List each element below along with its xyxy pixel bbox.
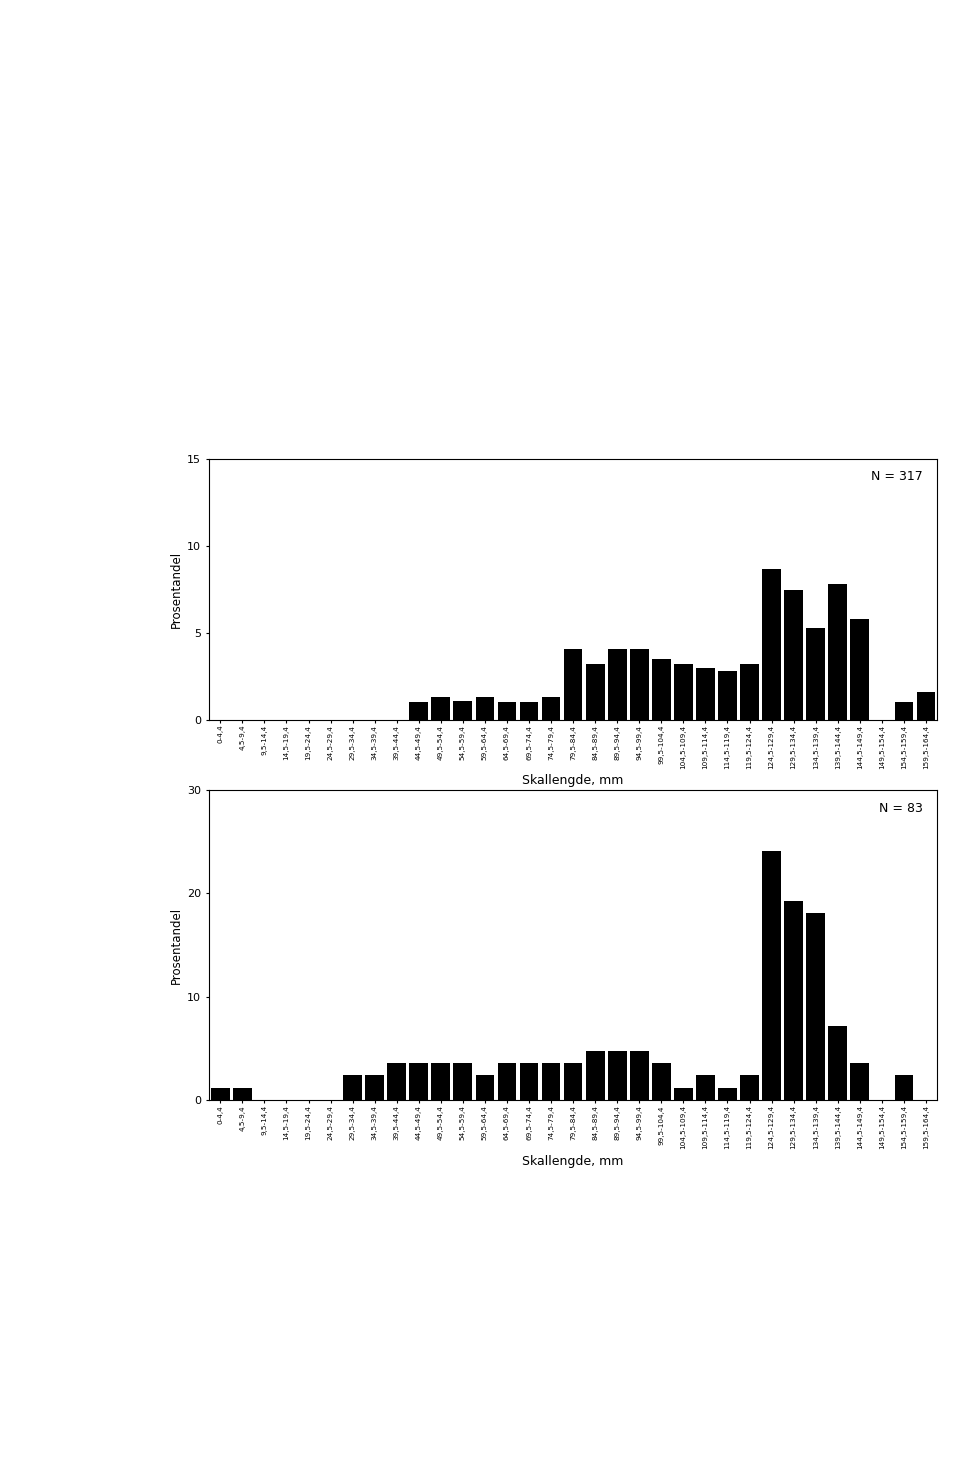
Bar: [895, 702, 913, 720]
Bar: [366, 1075, 384, 1100]
Bar: [431, 698, 450, 720]
Bar: [453, 1064, 472, 1100]
Bar: [630, 1050, 649, 1100]
Bar: [696, 1075, 715, 1100]
Bar: [608, 648, 627, 720]
Bar: [211, 1088, 229, 1100]
Bar: [475, 698, 494, 720]
Bar: [497, 1064, 516, 1100]
Bar: [497, 702, 516, 720]
Bar: [541, 1064, 561, 1100]
Bar: [740, 664, 759, 720]
Bar: [586, 1050, 605, 1100]
Bar: [541, 698, 561, 720]
Bar: [586, 664, 605, 720]
Bar: [806, 913, 825, 1100]
Bar: [718, 1088, 737, 1100]
Bar: [806, 628, 825, 720]
Bar: [652, 658, 671, 720]
Bar: [564, 648, 583, 720]
Text: N = 317: N = 317: [871, 470, 923, 483]
Y-axis label: Prosentandel: Prosentandel: [170, 907, 182, 983]
Bar: [387, 1064, 406, 1100]
Bar: [344, 1075, 362, 1100]
Bar: [519, 1064, 539, 1100]
Bar: [696, 667, 715, 720]
Bar: [828, 1026, 847, 1100]
Bar: [784, 901, 803, 1100]
Y-axis label: Prosentandel: Prosentandel: [170, 552, 182, 628]
Bar: [851, 619, 869, 720]
Bar: [740, 1075, 759, 1100]
Bar: [630, 648, 649, 720]
Bar: [564, 1064, 583, 1100]
Bar: [917, 692, 935, 720]
Bar: [828, 584, 847, 720]
Bar: [851, 1064, 869, 1100]
Bar: [608, 1050, 627, 1100]
X-axis label: Skallengde, mm: Skallengde, mm: [522, 1154, 624, 1167]
Bar: [718, 672, 737, 720]
Bar: [519, 702, 539, 720]
Bar: [762, 851, 780, 1100]
Bar: [431, 1064, 450, 1100]
Text: N = 83: N = 83: [878, 802, 923, 815]
Bar: [233, 1088, 252, 1100]
Bar: [674, 1088, 693, 1100]
Bar: [895, 1075, 913, 1100]
Bar: [674, 664, 693, 720]
Bar: [475, 1075, 494, 1100]
Bar: [762, 569, 780, 720]
Bar: [652, 1064, 671, 1100]
X-axis label: Skallengde, mm: Skallengde, mm: [522, 774, 624, 787]
Bar: [409, 702, 428, 720]
Bar: [784, 590, 803, 720]
Bar: [453, 701, 472, 720]
Bar: [409, 1064, 428, 1100]
